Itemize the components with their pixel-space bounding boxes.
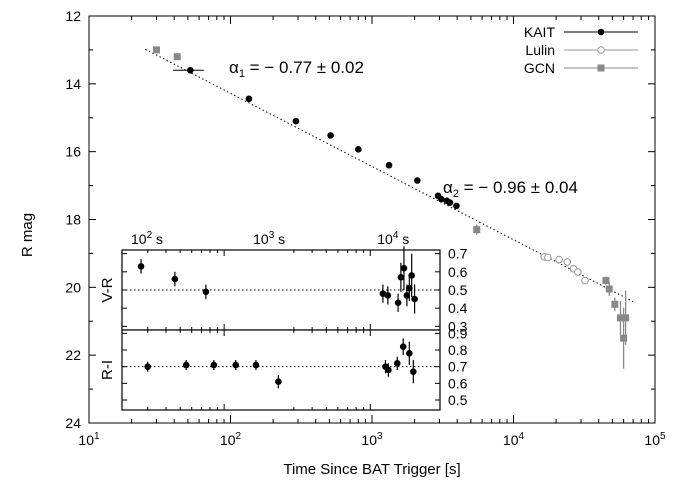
inset-y-label: V-R	[99, 277, 116, 302]
data-point-kait	[414, 177, 421, 184]
inset-data-point	[232, 361, 240, 369]
inset-data-point	[394, 299, 402, 307]
inset-data-point	[411, 295, 418, 303]
data-point-kait	[245, 95, 253, 103]
inset-data-point	[393, 360, 401, 367]
y-tick-label: 18	[65, 212, 81, 228]
data-point-kait	[446, 199, 454, 206]
data-point-gcn	[153, 46, 161, 54]
data-point-gcn	[605, 285, 613, 293]
y-tick-label: 16	[65, 144, 81, 160]
data-point-kait	[354, 145, 362, 153]
inset-data-point	[210, 361, 218, 369]
legend: KAIT Lulin GCN	[524, 24, 638, 76]
data-point-kait	[453, 202, 460, 210]
y-tick-label: 20	[65, 279, 81, 295]
x-tick-label: 102	[220, 431, 242, 448]
inset-y-tick-label: 0.4	[448, 300, 468, 316]
data-point-lulin	[555, 255, 563, 264]
inset-y-tick-label: 0.9	[448, 325, 468, 341]
data-point-lulin	[574, 268, 582, 276]
y-tick-label: 24	[65, 415, 81, 431]
legend-marker-gcn	[597, 64, 605, 72]
inset-y-tick-label: 0.5	[448, 392, 468, 408]
inset-data-point	[137, 263, 145, 270]
data-point-lulin	[581, 276, 589, 285]
inset-data-point	[384, 292, 392, 299]
legend-marker-kait	[597, 28, 605, 36]
inset-y-tick-label: 0.6	[448, 264, 468, 280]
inset-top-tick-label: 102 s	[131, 230, 163, 247]
legend-marker-lulin	[597, 46, 605, 54]
legend-label-lulin: Lulin	[525, 42, 555, 58]
legend-label-kait: KAIT	[524, 24, 556, 40]
inset-data-point	[144, 363, 152, 370]
data-point-gcn	[616, 314, 624, 322]
inset-y-label: R-I	[99, 360, 116, 380]
inset-y-tick-label: 0.6	[448, 375, 468, 391]
inset-y-tick-label: 0.3	[448, 318, 468, 334]
y-tick-label: 12	[65, 8, 81, 24]
inset-top-tick-label: 104 s	[377, 230, 409, 247]
inset-frame	[121, 249, 441, 331]
inset-data-point	[408, 272, 415, 279]
inset-y-tick-label: 0.8	[448, 342, 468, 358]
x-tick-label: 105	[644, 431, 666, 448]
data-point-gcn	[611, 300, 619, 308]
data-point-kait	[438, 195, 445, 203]
x-axis-label: Time Since BAT Trigger [s]	[283, 461, 460, 478]
y-axis-label: R mag	[19, 213, 36, 257]
inset-frame	[121, 329, 441, 411]
inset-y-tick-label: 0.7	[448, 359, 468, 375]
inset-data-point	[403, 292, 411, 299]
inset-y-tick-label: 0.7	[448, 246, 468, 262]
inset-data-point	[406, 284, 413, 292]
inset-data-point	[182, 361, 190, 369]
inset-data-point	[399, 343, 407, 350]
y-tick-label: 14	[65, 76, 81, 92]
inset-data-point	[406, 350, 413, 357]
data-point-lulin	[563, 258, 572, 266]
inset-top-tick-label: 103 s	[253, 230, 285, 247]
inset-data-point	[379, 290, 387, 297]
data-point-gcn	[473, 226, 481, 234]
annotation-alpha2: α2 = − 0.96 ± 0.04	[443, 178, 578, 200]
data-point-kait	[327, 132, 334, 139]
data-point-kait	[187, 66, 194, 74]
inset-data-point	[385, 366, 392, 374]
inset-data-point	[410, 368, 417, 375]
inset-data-point	[202, 288, 210, 296]
data-point-kait	[385, 161, 393, 169]
x-tick-label: 104	[503, 431, 525, 448]
data-point-gcn	[622, 314, 630, 322]
inset-data-point	[275, 378, 282, 385]
y-tick-label: 22	[65, 347, 81, 363]
legend-label-gcn: GCN	[524, 60, 555, 76]
inset-r-i: R-I 0.90.80.70.60.5	[99, 325, 468, 411]
inset-data-point	[171, 275, 179, 283]
annotation-alpha1: α1 = − 0.77 ± 0.02	[229, 58, 364, 80]
x-tick-label: 101	[78, 431, 100, 448]
data-point-gcn	[173, 53, 181, 61]
x-tick-label: 103	[361, 431, 383, 448]
inset-data-point	[400, 264, 408, 272]
data-point-kait	[292, 117, 300, 125]
inset-v-r: V-R 0.7 0.6 0.5 0.4 0.3 102 s 103 s 104 s	[99, 230, 468, 334]
data-point-gcn	[620, 334, 628, 342]
inset-data-point	[397, 273, 405, 281]
data-point-lulin	[544, 253, 552, 262]
inset-data-point	[252, 361, 260, 369]
inset-y-tick-label: 0.5	[448, 282, 468, 298]
data-point-gcn	[602, 277, 610, 285]
